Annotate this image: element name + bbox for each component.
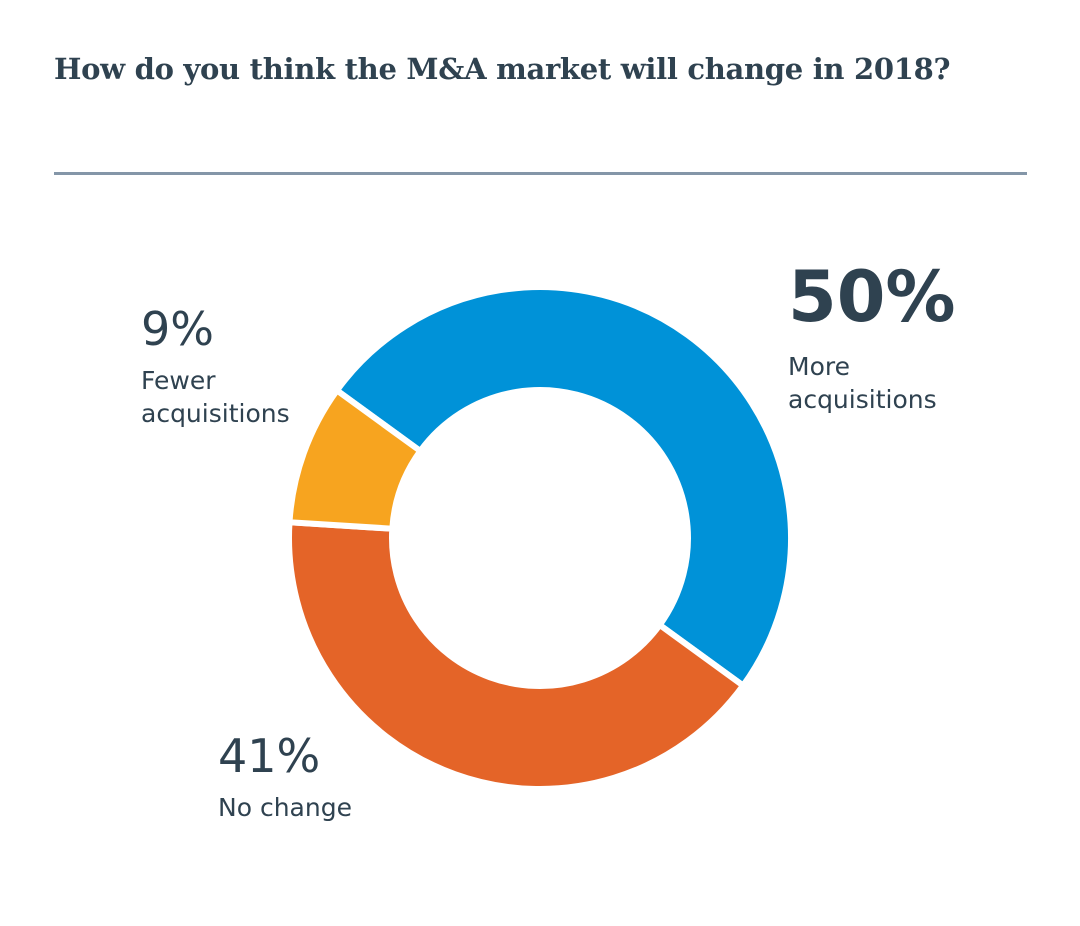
legend-more-acquisitions: 50% More acquisitions	[788, 262, 1038, 416]
data-label-more-acquisitions: 50%	[788, 256, 956, 338]
donut-slice-nochange	[286, 519, 748, 792]
legend-fewer-acquisitions: 9% Fewer acquisitions	[141, 306, 341, 430]
category-label-no-change: No change	[218, 793, 352, 822]
title-divider	[54, 172, 1027, 175]
chart-title: How do you think the M&A market will cha…	[54, 52, 951, 86]
category-label-more-acquisitions: More acquisitions	[788, 352, 937, 414]
data-label-fewer-acquisitions: 9%	[141, 302, 214, 356]
donut-slice-more	[332, 284, 794, 690]
legend-no-change: 41% No change	[218, 733, 418, 824]
category-label-fewer-acquisitions: Fewer acquisitions	[141, 366, 290, 428]
donut-slice-fewer	[286, 386, 425, 532]
data-label-no-change: 41%	[218, 729, 321, 783]
